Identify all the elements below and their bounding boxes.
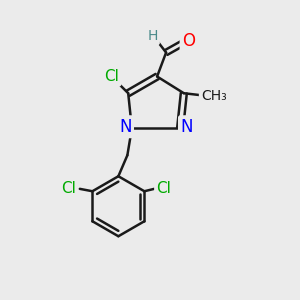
Text: N: N	[119, 118, 131, 136]
Text: O: O	[182, 32, 195, 50]
Text: CH₃: CH₃	[201, 89, 227, 103]
Text: Cl: Cl	[61, 181, 76, 196]
Text: Cl: Cl	[156, 181, 171, 196]
Text: H: H	[147, 29, 158, 43]
Text: Cl: Cl	[104, 69, 119, 84]
Text: N: N	[181, 118, 193, 136]
